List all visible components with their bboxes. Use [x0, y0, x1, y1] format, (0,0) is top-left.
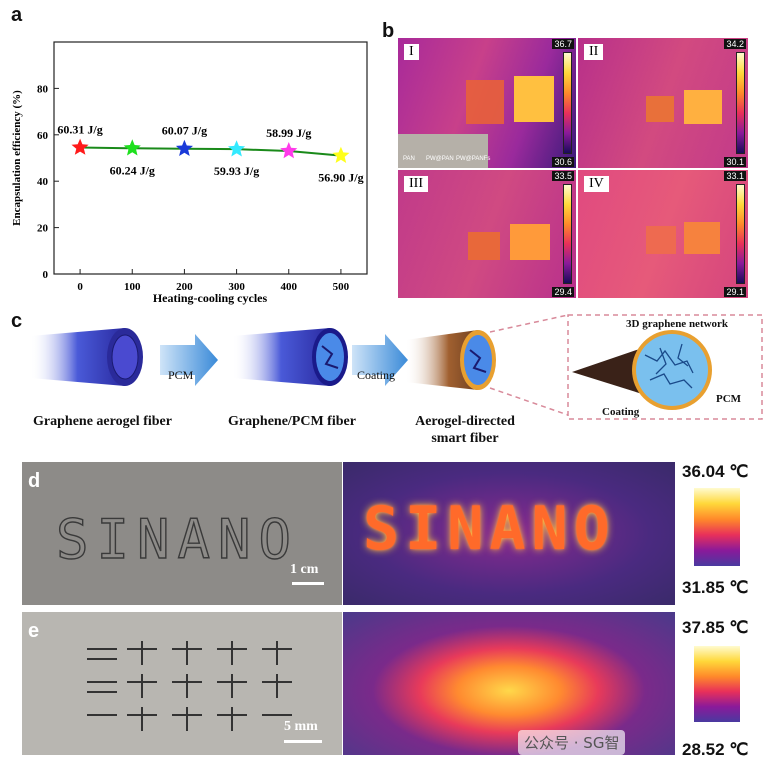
- thermal-image-2: II 34.2 30.1: [578, 38, 748, 168]
- scale-max-e: 37.85 ℃: [682, 618, 749, 637]
- scale-bar: [284, 740, 322, 743]
- inset-label: PW@PANFs: [456, 156, 491, 162]
- scale-max: 33.5: [552, 171, 574, 181]
- smart-fiber: [405, 330, 496, 390]
- sample-pad: [646, 96, 674, 122]
- y-axis-label: Encapsulation efficiency (%): [11, 90, 23, 226]
- y-tick-label: 60: [37, 130, 49, 142]
- data-point-star: [280, 142, 298, 159]
- scale-max-d: 36.04 ℃: [682, 462, 749, 481]
- arrow-coating: [352, 334, 408, 386]
- x-tick-label: 0: [77, 281, 83, 293]
- scale-min-e: 28.52 ℃: [682, 740, 749, 759]
- x-tick-label: 200: [176, 281, 193, 293]
- sample-pad: [510, 224, 550, 260]
- data-point-star: [123, 139, 141, 156]
- image-label: III: [404, 176, 428, 192]
- stitched-text: SINANO: [55, 507, 300, 571]
- color-scale-bar: [563, 184, 572, 284]
- thermal-image-1: PAN PW@PAN PW@PANFs I 36.7 30.6: [398, 38, 576, 168]
- inset-photo: PAN PW@PAN PW@PANFs: [398, 134, 491, 168]
- data-point-star: [71, 138, 89, 155]
- energy-annotation: 58.99 J/g: [266, 126, 311, 140]
- graphene-aerogel-fiber: [30, 328, 143, 386]
- x-axis-label: Heating-cooling cycles: [153, 291, 268, 305]
- color-scale-bar: [563, 52, 572, 154]
- fabric-photo-e: e 5 mm: [22, 612, 342, 755]
- fabrication-schematic: [30, 314, 763, 420]
- arrow-label-pcm: PCM: [168, 368, 194, 382]
- image-label: II: [584, 44, 604, 60]
- sample-pad: [684, 222, 720, 254]
- data-point-star: [332, 146, 350, 163]
- heated-text: SINANO: [363, 494, 616, 564]
- thermal-image-3: III 33.5 29.4: [398, 170, 576, 298]
- thermal-photo-d: SINANO: [343, 462, 675, 605]
- caption-aerogel-fiber: Graphene aerogel fiber: [33, 414, 172, 429]
- y-tick-label: 80: [37, 83, 49, 95]
- energy-annotation: 60.24 J/g: [110, 163, 155, 177]
- image-label: IV: [584, 176, 609, 192]
- graphene-pcm-fiber: [232, 328, 348, 386]
- scale-max: 34.2: [724, 39, 746, 49]
- y-tick-label: 40: [37, 176, 49, 188]
- scale-min: 29.4: [552, 287, 574, 297]
- scale-label: 1 cm: [290, 562, 319, 577]
- cross-section-inset: [567, 314, 763, 420]
- data-point-star: [175, 139, 193, 156]
- caption-smart-fiber-2: smart fiber: [431, 431, 499, 446]
- inset-label: PW@PAN: [426, 156, 454, 162]
- sample-pad: [646, 226, 676, 254]
- thermal-image-4: IV 33.1 29.1: [578, 170, 748, 298]
- energy-annotation: 59.93 J/g: [214, 164, 259, 178]
- color-scale-e: [694, 646, 740, 722]
- scale-max: 33.1: [724, 171, 746, 181]
- x-tick-label: 500: [333, 281, 350, 293]
- sample-pad: [468, 232, 500, 260]
- panel-label-d: d: [28, 470, 41, 492]
- arrow-label-coating: Coating: [357, 368, 395, 382]
- caption-smart-fiber-1: Aerogel-directed: [415, 414, 515, 429]
- plot-frame: [53, 41, 368, 275]
- sample-pad: [684, 90, 722, 124]
- inset-label-network: 3D graphene network: [626, 318, 729, 330]
- scale-bar: [292, 582, 324, 585]
- energy-annotation: 60.31 J/g: [57, 123, 102, 137]
- scale-min: 29.1: [724, 287, 746, 297]
- fabric-photo-d: d SINANO 1 cm: [22, 462, 342, 605]
- panel-label-b: b: [382, 20, 395, 42]
- image-label: I: [404, 44, 419, 60]
- scale-label: 5 mm: [284, 719, 318, 734]
- panel-label-a: a: [11, 4, 23, 26]
- x-tick-label: 400: [281, 281, 298, 293]
- color-scale-bar: [736, 184, 745, 284]
- caption-pcm-fiber: Graphene/PCM fiber: [228, 414, 356, 429]
- arrow-pcm: [160, 334, 218, 386]
- scale-max: 36.7: [552, 39, 574, 49]
- x-tick-label: 300: [228, 281, 245, 293]
- scale-min: 30.1: [724, 157, 746, 167]
- color-scale-bar: [736, 52, 745, 154]
- energy-annotation: 56.90 J/g: [318, 171, 363, 185]
- sample-pad: [466, 80, 504, 124]
- sample-pad: [514, 76, 554, 122]
- x-tick-label: 100: [124, 281, 141, 293]
- inset-label: PAN: [403, 156, 415, 162]
- efficiency-chart: 0 20 40 60 80 0 100 200 300 400 500 60.31 J/g 60.2…: [11, 41, 368, 305]
- inset-label-coating: Coating: [602, 406, 640, 418]
- scale-min: 30.6: [552, 157, 574, 167]
- y-tick-label: 0: [43, 269, 49, 281]
- y-tick-label: 20: [37, 223, 49, 235]
- scale-min-d: 31.85 ℃: [682, 578, 749, 597]
- thermal-photo-e: [343, 612, 675, 755]
- inset-label-pcm: PCM: [716, 393, 742, 405]
- panel-label-c: c: [11, 310, 23, 332]
- panel-label-e: e: [28, 620, 40, 642]
- watermark: 公众号 · SG智: [518, 730, 626, 755]
- data-point-star: [228, 140, 246, 157]
- color-scale-d: [694, 488, 740, 566]
- energy-annotation: 60.07 J/g: [162, 124, 207, 138]
- stitched-pattern: [87, 641, 292, 731]
- series-line: [80, 146, 342, 157]
